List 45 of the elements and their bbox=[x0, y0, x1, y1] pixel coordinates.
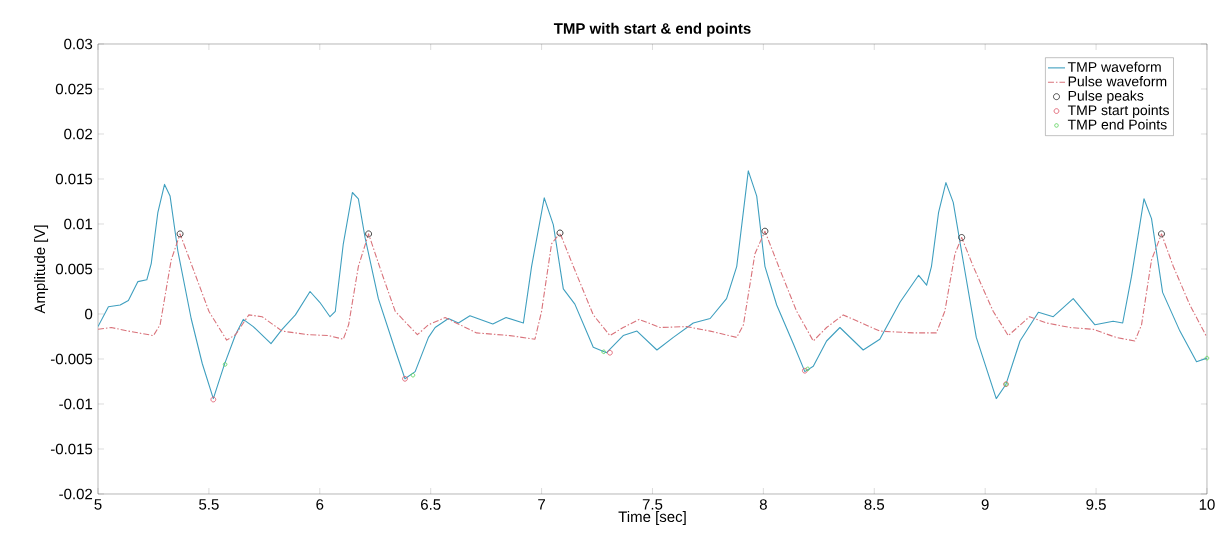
point bbox=[222, 362, 228, 367]
y-tick-label: -0.01 bbox=[59, 398, 93, 410]
x-tick-label: 8 bbox=[759, 499, 767, 510]
point bbox=[1204, 355, 1210, 361]
line-series bbox=[98, 230, 1207, 342]
point bbox=[761, 227, 769, 235]
x-tick-label: 6 bbox=[316, 499, 324, 510]
chart-title: TMP with start & end points bbox=[553, 22, 751, 37]
x-tick-label: 10 bbox=[1199, 499, 1215, 510]
y-tick-label: 0.025 bbox=[55, 83, 93, 95]
point bbox=[210, 396, 217, 403]
point bbox=[607, 349, 613, 356]
y-tick-label: -0.02 bbox=[59, 488, 93, 500]
y-tick-label: 0.01 bbox=[64, 218, 93, 230]
y-tick-label: -0.005 bbox=[50, 353, 93, 365]
point bbox=[365, 230, 373, 238]
legend-label: Pulse peaks bbox=[1068, 90, 1144, 104]
point bbox=[601, 349, 606, 355]
y-tick-label: 0.005 bbox=[55, 263, 93, 275]
x-tick-label: 7.5 bbox=[642, 499, 663, 510]
line-series bbox=[98, 170, 1207, 400]
x-axis-title: Time [sec] bbox=[618, 511, 686, 525]
point bbox=[556, 229, 564, 237]
legend-label: TMP start points bbox=[1067, 104, 1169, 118]
x-tick-label: 6.5 bbox=[421, 499, 441, 510]
x-tick-label: 5 bbox=[94, 499, 102, 510]
point bbox=[958, 234, 966, 241]
y-tick-label: 0 bbox=[85, 308, 93, 320]
y-tick-label: 0.015 bbox=[55, 173, 93, 185]
y-axis-title: Amplitude [V] bbox=[34, 225, 49, 314]
y-tick-label: 0.02 bbox=[64, 128, 93, 140]
x-tick-label: 5.5 bbox=[199, 499, 219, 510]
point bbox=[176, 230, 184, 238]
legend-label: Pulse waveform bbox=[1068, 76, 1167, 87]
point bbox=[410, 372, 416, 378]
point bbox=[402, 375, 408, 382]
legend-label: TMP waveform bbox=[1067, 61, 1161, 72]
x-tick-label: 9 bbox=[981, 499, 989, 510]
y-tick-label: -0.015 bbox=[50, 443, 93, 455]
x-tick-label: 9.5 bbox=[1086, 499, 1106, 510]
legend-label: TMP end Points bbox=[1067, 119, 1167, 130]
point bbox=[1158, 230, 1165, 238]
x-tick-label: 8.5 bbox=[864, 499, 885, 510]
y-tick-label: 0.03 bbox=[64, 38, 93, 50]
x-tick-label: 7 bbox=[538, 499, 546, 510]
